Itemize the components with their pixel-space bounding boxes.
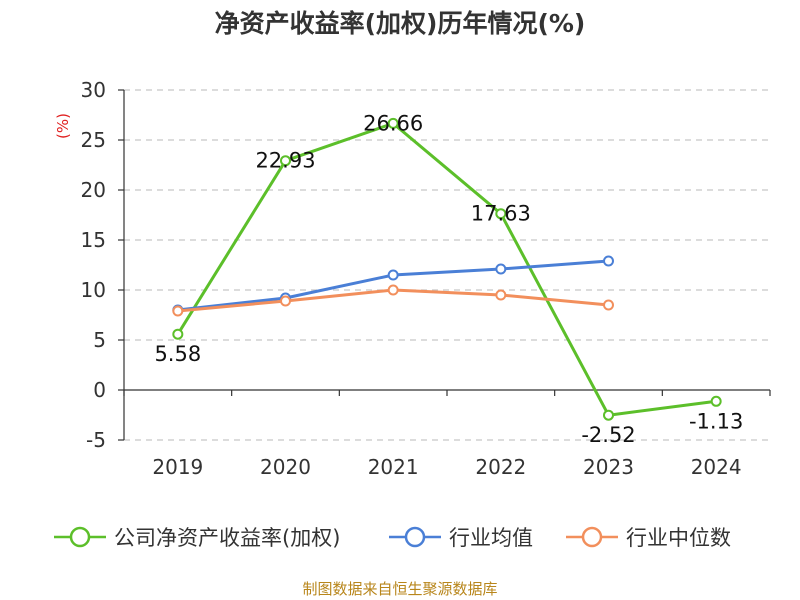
source-note: 制图数据来自恒生聚源数据库 — [302, 580, 498, 598]
y-tick-label: 25 — [81, 128, 106, 152]
data-point — [387, 269, 399, 281]
x-tick-label: 2024 — [691, 455, 742, 479]
data-point — [280, 295, 291, 307]
grid-lines — [124, 89, 770, 441]
data-point — [495, 289, 507, 301]
data-point — [603, 409, 614, 421]
data-point — [710, 395, 722, 407]
data-point — [495, 208, 507, 220]
series-lines — [172, 117, 722, 421]
data-point — [172, 305, 184, 317]
data-label: -1.13 — [689, 409, 743, 433]
y-tick-label: 0 — [93, 378, 106, 402]
x-tick-label: 2019 — [152, 455, 203, 479]
y-axis-label: (%) — [54, 113, 72, 139]
data-point — [387, 284, 399, 296]
data-label: 17.63 — [471, 202, 531, 226]
legend-item-company-roe[interactable]: 公司净资产收益率(加权) — [54, 522, 340, 552]
series-line — [176, 121, 717, 417]
x-tick-label: 2021 — [368, 455, 419, 479]
legend-item-industry-mean[interactable]: 行业均值 — [389, 522, 533, 552]
data-point — [603, 255, 614, 267]
data-label: 26.66 — [363, 111, 423, 135]
data-label: -2.52 — [581, 423, 635, 447]
legend-item-industry-median[interactable]: 行业中位数 — [566, 522, 731, 552]
y-tick-label: 5 — [93, 328, 106, 352]
data-point — [603, 299, 614, 311]
y-tick-label: 15 — [81, 228, 106, 252]
legend-label: 公司净资产收益率(加权) — [114, 526, 341, 550]
data-point — [280, 155, 291, 167]
y-tick-label: -5 — [86, 428, 106, 452]
legend-label: 行业中位数 — [626, 526, 731, 550]
axes: -5 0 5 10 15 20 25 30 2019 2020 2021 2022 2023 2024 — [81, 78, 771, 479]
data-label: 5.58 — [154, 342, 201, 366]
x-tick-label: 2022 — [475, 455, 526, 479]
x-tick-label: 2020 — [260, 455, 311, 479]
data-point — [387, 117, 399, 129]
legend-line-circle-icon — [54, 526, 106, 548]
x-tick-label: 2023 — [583, 455, 634, 479]
y-tick-label: 20 — [81, 178, 106, 202]
y-tick-label: 30 — [81, 78, 106, 102]
chart-title: 净资产收益率(加权)历年情况(%) — [214, 9, 586, 38]
data-label: 22.93 — [255, 149, 315, 173]
data-point — [495, 263, 507, 275]
data-point — [172, 328, 184, 340]
legend-line-circle-icon — [389, 526, 441, 548]
legend-line-circle-icon — [566, 526, 618, 548]
legend-label: 行业均值 — [449, 526, 533, 550]
y-tick-label: 10 — [81, 278, 106, 302]
data-labels: 5.58 22.93 26.66 17.63 -2.52 -1.13 — [154, 111, 743, 447]
